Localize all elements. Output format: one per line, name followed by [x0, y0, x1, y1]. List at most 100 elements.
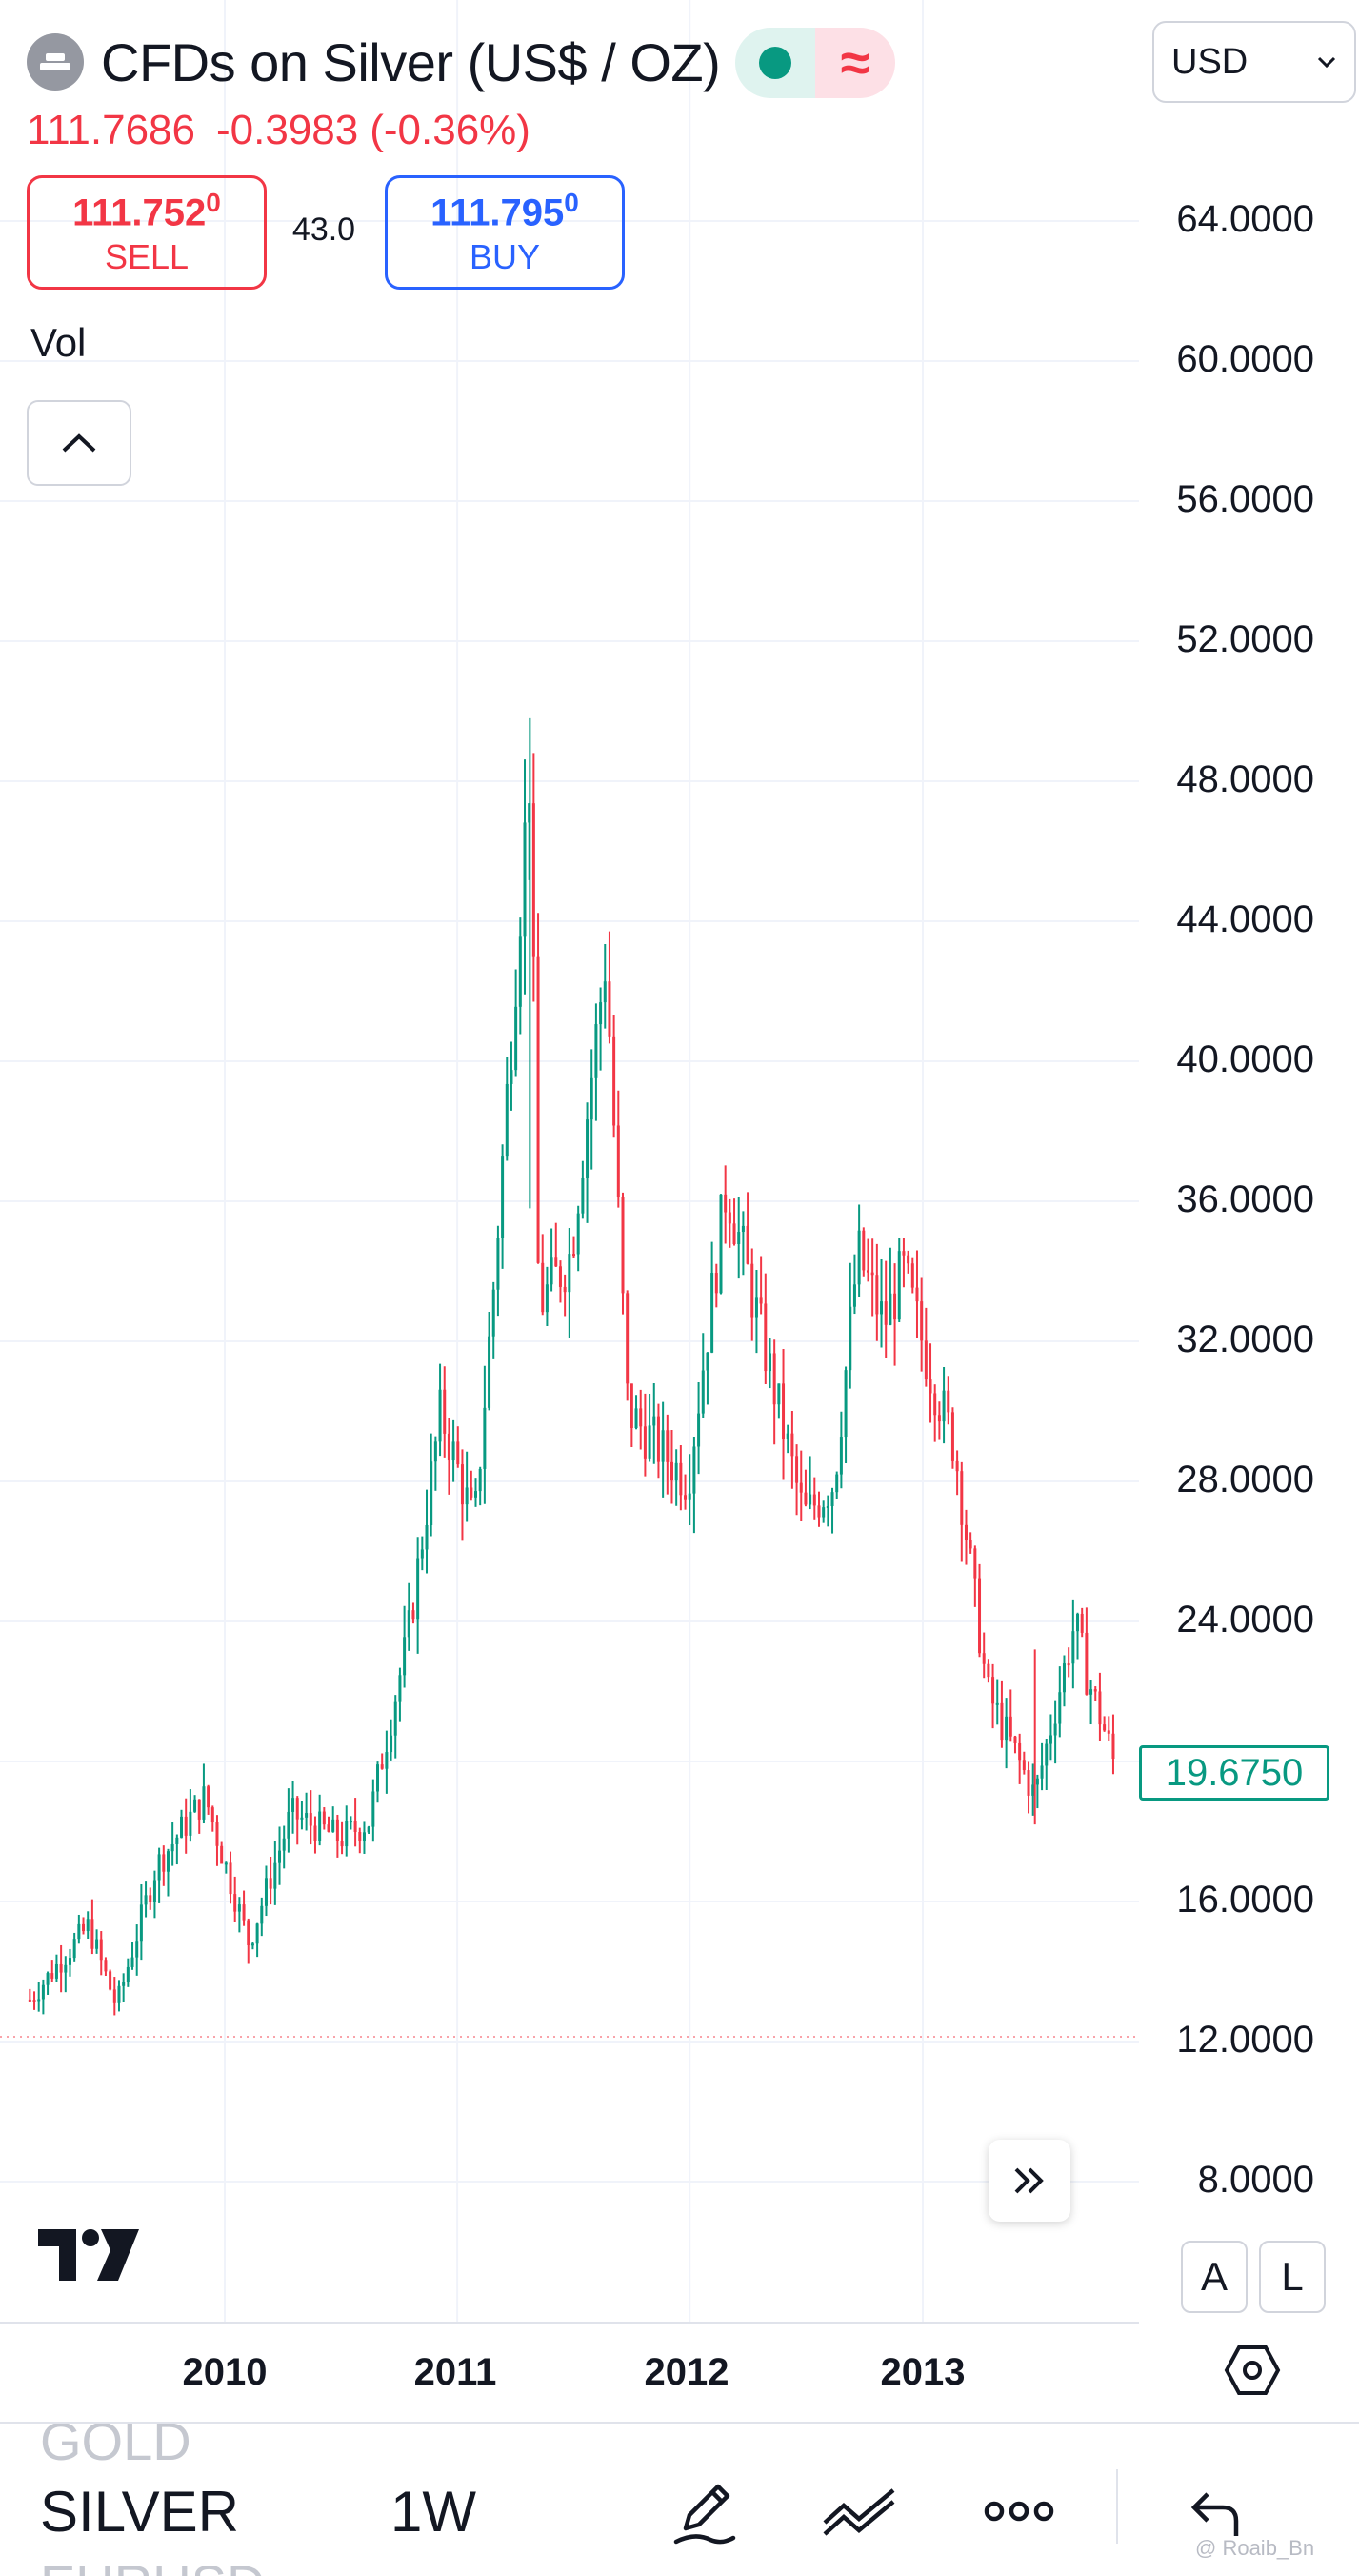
scroll-to-realtime-button[interactable] — [989, 2140, 1070, 2222]
candle-body — [799, 1482, 803, 1493]
candle-body — [229, 1862, 232, 1895]
candle-body — [166, 1851, 170, 1872]
candle-body — [947, 1390, 950, 1413]
candle-body — [541, 1262, 545, 1313]
currency-select[interactable]: USD — [1152, 21, 1356, 103]
candle-body — [264, 1878, 268, 1906]
candle-body — [287, 1811, 290, 1839]
candle-body — [964, 1524, 968, 1540]
candle-body — [295, 1798, 299, 1820]
candle-body — [902, 1251, 906, 1256]
candle-body — [1040, 1765, 1044, 1779]
sell-button[interactable]: 111.7520 SELL — [27, 175, 267, 290]
candle-body — [634, 1408, 638, 1429]
candle-body — [367, 1826, 370, 1833]
candle-body — [501, 1156, 505, 1238]
chevron-up-icon — [62, 433, 96, 453]
candle-body — [786, 1433, 789, 1439]
candle-body — [291, 1798, 295, 1812]
candle-body — [839, 1437, 843, 1475]
candle-body — [710, 1273, 714, 1353]
settings-hex-icon[interactable] — [1224, 2344, 1281, 2402]
candle-body — [558, 1266, 562, 1287]
silver-logo-icon — [27, 33, 84, 91]
candle-body — [175, 1837, 179, 1844]
candle-body — [318, 1811, 322, 1841]
candle-body — [759, 1297, 763, 1304]
y-axis-label: 64.0000 — [1176, 198, 1314, 240]
candle-body — [390, 1735, 393, 1753]
candle-body — [68, 1958, 71, 1965]
buy-button[interactable]: 111.7950 BUY — [385, 175, 625, 290]
candle-body — [202, 1786, 206, 1820]
y-axis-label: 12.0000 — [1176, 2019, 1314, 2061]
candle-body — [1035, 1778, 1039, 1785]
candle-body — [572, 1254, 575, 1257]
volume-indicator-label[interactable]: Vol — [30, 320, 87, 365]
candle-body — [331, 1819, 335, 1832]
y-axis-label: 48.0000 — [1176, 758, 1314, 800]
scroll-right-icon — [1014, 2167, 1044, 2194]
candle-body — [210, 1807, 214, 1823]
candle-body — [866, 1270, 869, 1273]
candle-body — [491, 1289, 495, 1337]
market-status-pill[interactable]: ≈ — [735, 28, 895, 98]
interval-selector[interactable]: 1W — [390, 2480, 476, 2544]
y-axis-label: 32.0000 — [1176, 1318, 1314, 1360]
candle-body — [430, 1461, 433, 1525]
buy-price-pip: 0 — [564, 188, 579, 218]
undo-icon[interactable] — [1179, 2473, 1246, 2549]
candle-body — [371, 1791, 375, 1827]
candle-body — [510, 1070, 513, 1084]
drawing-pen-icon[interactable] — [667, 2473, 743, 2549]
candle-body — [41, 1984, 45, 2000]
candle-body — [1080, 1613, 1084, 1633]
candle-body — [536, 956, 540, 1263]
tradingview-logo-icon[interactable] — [38, 2227, 141, 2287]
candle-body — [1018, 1742, 1022, 1761]
trend-line-icon[interactable] — [819, 2473, 903, 2549]
candle-body — [478, 1468, 482, 1492]
candle-body — [358, 1832, 362, 1841]
candle-body — [220, 1845, 224, 1864]
candle-body — [889, 1293, 892, 1325]
candle-body — [599, 1002, 603, 1025]
candle-body — [407, 1610, 410, 1638]
candle-body — [385, 1752, 389, 1769]
candle-body — [109, 1971, 112, 1990]
candle-body — [1085, 1632, 1089, 1695]
symbol-list-prev[interactable]: GOLD — [40, 2422, 191, 2471]
candle-body — [247, 1920, 250, 1946]
candle-body — [456, 1441, 460, 1465]
candle-body — [117, 1985, 121, 2003]
y-axis-label: 60.0000 — [1176, 338, 1314, 380]
candle-body — [180, 1816, 184, 1838]
current-symbol[interactable]: SILVER — [40, 2480, 239, 2544]
candle-body — [907, 1255, 910, 1264]
collapse-legend-button[interactable] — [27, 400, 131, 486]
candle-body — [523, 822, 527, 937]
candle-body — [995, 1702, 999, 1705]
price-chart[interactable] — [0, 0, 1359, 2422]
candle-body — [1009, 1716, 1012, 1737]
candle-body — [447, 1433, 450, 1461]
candle-body — [451, 1441, 455, 1461]
auto-scale-button[interactable]: A — [1181, 2241, 1248, 2313]
candle-body — [460, 1464, 464, 1505]
y-axis-label: 36.0000 — [1176, 1178, 1314, 1220]
candle-body — [32, 2000, 36, 2002]
candle-body — [64, 1964, 68, 1973]
quote-line: 111.7686 -0.3983 (-0.36%) — [27, 107, 551, 154]
candle-body — [50, 1973, 54, 1979]
symbol-header[interactable]: CFDs on Silver (US$ / OZ) — [27, 29, 721, 95]
more-icon[interactable] — [981, 2473, 1057, 2549]
candle-body — [817, 1505, 821, 1518]
candle-body — [1089, 1689, 1093, 1695]
candle-body — [282, 1838, 286, 1851]
y-axis-label: 44.0000 — [1176, 898, 1314, 940]
candle-body — [621, 1197, 625, 1294]
symbol-list-next[interactable]: EURUSD — [40, 2553, 265, 2576]
log-scale-button[interactable]: L — [1259, 2241, 1326, 2313]
candle-body — [1098, 1691, 1102, 1725]
sell-price: 111.752 — [72, 191, 207, 234]
